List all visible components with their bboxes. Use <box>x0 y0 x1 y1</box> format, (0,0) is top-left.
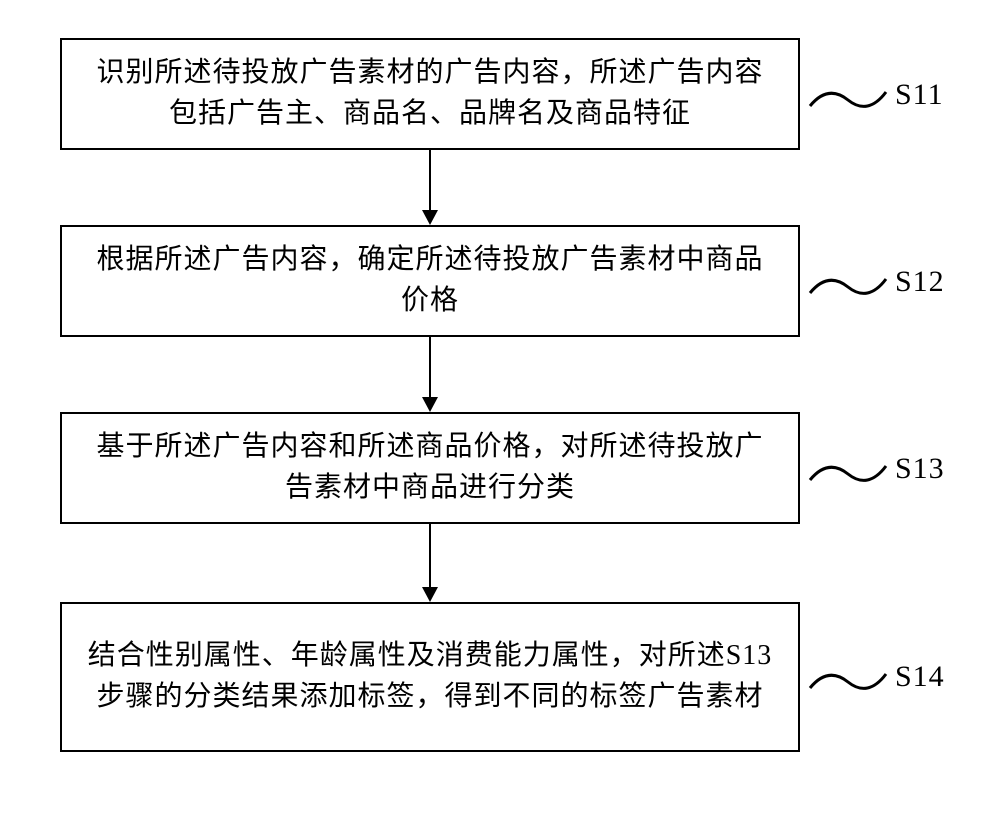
step-label-s11: S11 <box>895 78 944 112</box>
flow-node-s13-text: 基于所述广告内容和所述商品价格，对所述待投放广告素材中商品进行分类 <box>86 427 774 508</box>
flow-node-s12: 根据所述广告内容，确定所述待投放广告素材中商品价格 <box>60 225 800 337</box>
step-label-s13: S13 <box>895 452 945 486</box>
step-label-s12: S12 <box>895 265 945 299</box>
tilde-connector-s14 <box>808 660 888 700</box>
flow-node-s11: 识别所述待投放广告素材的广告内容，所述广告内容包括广告主、商品名、品牌名及商品特… <box>60 38 800 150</box>
tilde-connector-s12 <box>808 265 888 305</box>
flow-node-s13: 基于所述广告内容和所述商品价格，对所述待投放广告素材中商品进行分类 <box>60 412 800 524</box>
flow-node-s14-text: 结合性别属性、年龄属性及消费能力属性，对所述S13步骤的分类结果添加标签，得到不… <box>86 636 774 717</box>
arrow-s12-s13 <box>418 337 442 412</box>
flow-node-s14: 结合性别属性、年龄属性及消费能力属性，对所述S13步骤的分类结果添加标签，得到不… <box>60 602 800 752</box>
arrow-s13-s14 <box>418 524 442 602</box>
tilde-connector-s11 <box>808 78 888 118</box>
arrow-s11-s12 <box>418 150 442 225</box>
step-label-s14: S14 <box>895 660 945 694</box>
flow-node-s11-text: 识别所述待投放广告素材的广告内容，所述广告内容包括广告主、商品名、品牌名及商品特… <box>86 53 774 134</box>
flow-node-s12-text: 根据所述广告内容，确定所述待投放广告素材中商品价格 <box>86 240 774 321</box>
tilde-connector-s13 <box>808 452 888 492</box>
flowchart-stage: 识别所述待投放广告素材的广告内容，所述广告内容包括广告主、商品名、品牌名及商品特… <box>0 0 1000 819</box>
